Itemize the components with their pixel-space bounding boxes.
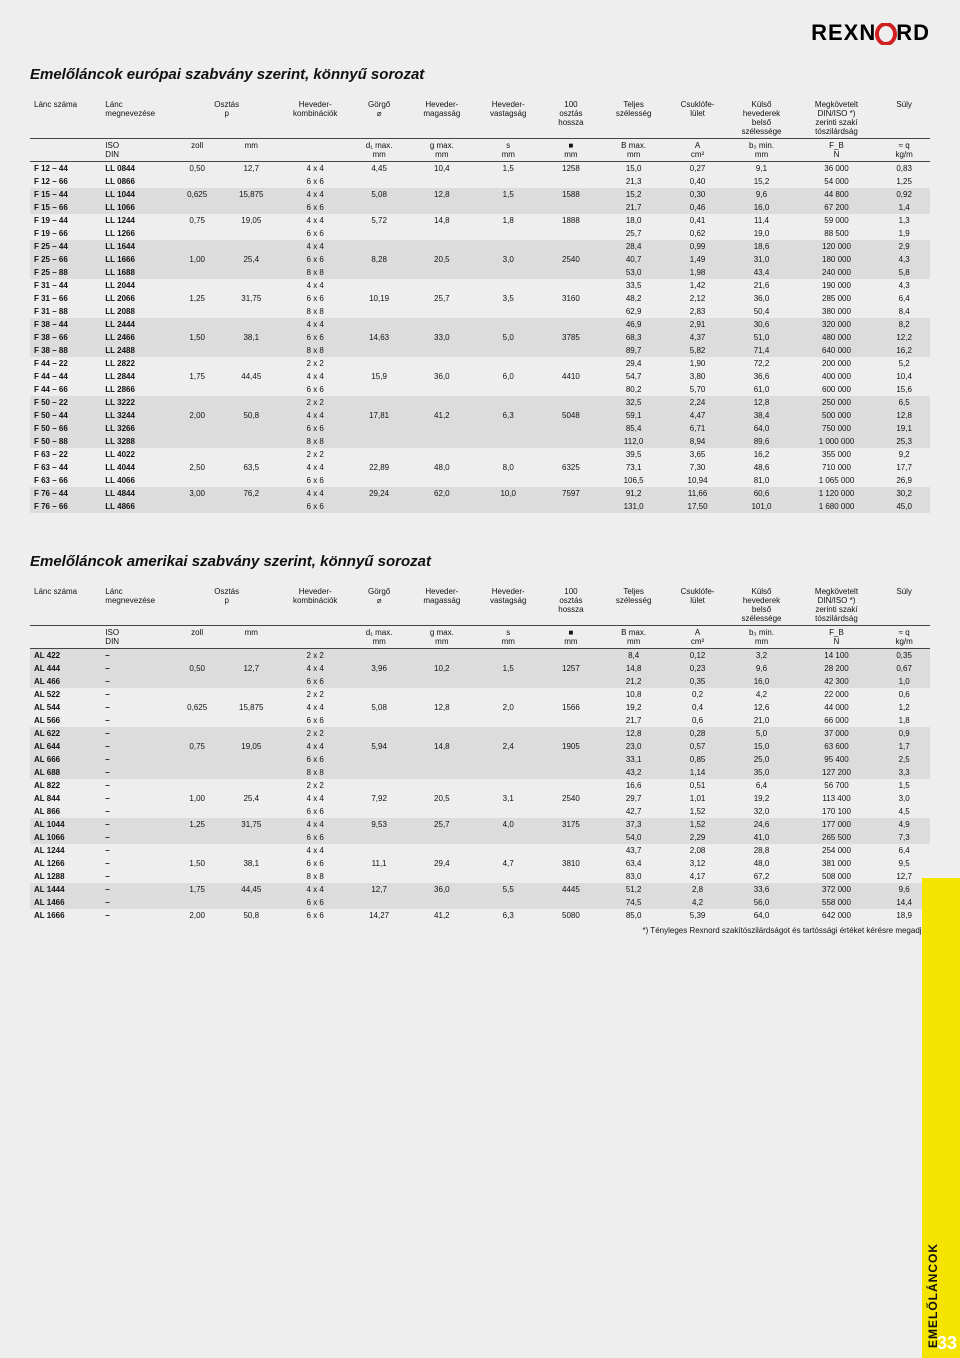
table-row: F 63 – 44LL 40442,5063,54 x 422,8948,08,… <box>30 461 930 474</box>
title-2: Emelőláncok amerikai szabvány szerint, k… <box>30 553 930 570</box>
logo-left: REXN <box>811 20 876 45</box>
table-row: F 38 – 66LL 24661,5038,16 x 614,6333,05,… <box>30 331 930 344</box>
table-row: AL 522–2 x 210,80,24,222 0000,6 <box>30 688 930 701</box>
table-row: AL 622–2 x 212,80,285,037 0000,9 <box>30 727 930 740</box>
table-row: AL 1066–6 x 654,02,2941,0265 5007,3 <box>30 831 930 844</box>
table-row: AL 1044–1,2531,754 x 49,5325,74,0317537,… <box>30 818 930 831</box>
table-row: F 25 – 66LL 16661,0025,46 x 68,2820,53,0… <box>30 253 930 266</box>
table-2: Lánc számaLánc megnevezéseOsztáspHeveder… <box>30 585 930 922</box>
table-row: F 12 – 66LL 08666 x 621,30,4015,254 0001… <box>30 175 930 188</box>
table-row: AL 1466–6 x 674,54,256,0558 00014,4 <box>30 896 930 909</box>
table-row: AL 1288–8 x 883,04,1767,2508 00012,7 <box>30 870 930 883</box>
title-1: Emelőláncok európai szabvány szerint, kö… <box>30 66 930 83</box>
footnote: *) Tényleges Rexnord szakítószilárdságot… <box>30 926 930 935</box>
table-row: F 31 – 44LL 20444 x 433,51,4221,6190 000… <box>30 279 930 292</box>
table-row: AL 1266–1,5038,16 x 611,129,44,7381063,4… <box>30 857 930 870</box>
table-row: F 38 – 88LL 24888 x 889,75,8271,4640 000… <box>30 344 930 357</box>
table-row: AL 844–1,0025,44 x 47,9220,53,1254029,71… <box>30 792 930 805</box>
sidebar-tab: EMELŐLÁNCOK <box>922 878 960 1358</box>
table-1: Lánc számaLánc megnevezéseOsztáspHeveder… <box>30 98 930 513</box>
table-row: F 15 – 44LL 10440,62515,8754 x 45,0812,8… <box>30 188 930 201</box>
table-row: AL 1666–2,0050,86 x 614,2741,26,3508085,… <box>30 909 930 922</box>
table-row: AL 422–2 x 28,40,123,214 1000,35 <box>30 649 930 663</box>
table-row: AL 1244–4 x 443,72,0828,8254 0006,4 <box>30 844 930 857</box>
table-row: F 63 – 66LL 40666 x 6106,510,9481,01 065… <box>30 474 930 487</box>
table-row: AL 644–0,7519,054 x 45,9414,82,4190523,0… <box>30 740 930 753</box>
table-row: F 50 – 44LL 32442,0050,84 x 417,8141,26,… <box>30 409 930 422</box>
table-row: F 50 – 22LL 32222 x 232,52,2412,8250 000… <box>30 396 930 409</box>
table-row: F 76 – 66LL 48666 x 6131,017,50101,01 68… <box>30 500 930 513</box>
table-row: F 63 – 22LL 40222 x 239,53,6516,2355 000… <box>30 448 930 461</box>
table-row: F 31 – 88LL 20888 x 862,92,8350,4380 000… <box>30 305 930 318</box>
table-row: AL 466–6 x 621,20,3516,042 3001,0 <box>30 675 930 688</box>
table-row: F 12 – 44LL 08440,5012,74 x 44,4510,41,5… <box>30 162 930 176</box>
table-row: F 44 – 66LL 28666 x 680,25,7061,0600 000… <box>30 383 930 396</box>
table-row: AL 544–0,62515,8754 x 45,0812,82,0156619… <box>30 701 930 714</box>
table-row: F 19 – 44LL 12440,7519,054 x 45,7214,81,… <box>30 214 930 227</box>
brand-logo: REXN RD <box>30 20 930 46</box>
table-row: F 44 – 22LL 28222 x 229,41,9072,2200 000… <box>30 357 930 370</box>
table-row: F 19 – 66LL 12666 x 625,70,6219,088 5001… <box>30 227 930 240</box>
table-row: F 31 – 66LL 20661,2531,756 x 610,1925,73… <box>30 292 930 305</box>
table-row: F 15 – 66LL 10666 x 621,70,4616,067 2001… <box>30 201 930 214</box>
table-row: F 76 – 44LL 48443,0076,24 x 429,2462,010… <box>30 487 930 500</box>
table-row: AL 1444–1,7544,454 x 412,736,05,5444551,… <box>30 883 930 896</box>
table-row: AL 822–2 x 216,60,516,456 7001,5 <box>30 779 930 792</box>
table-row: F 44 – 44LL 28441,7544,454 x 415,936,06,… <box>30 370 930 383</box>
logo-right: RD <box>896 20 930 45</box>
table-row: F 38 – 44LL 24444 x 446,92,9130,6320 000… <box>30 318 930 331</box>
table-row: AL 688–8 x 843,21,1435,0127 2003,3 <box>30 766 930 779</box>
table-row: F 50 – 66LL 32666 x 685,46,7164,0750 000… <box>30 422 930 435</box>
table-row: AL 566–6 x 621,70,621,066 0001,8 <box>30 714 930 727</box>
table-row: AL 866–6 x 642,71,5232,0170 1004,5 <box>30 805 930 818</box>
table-row: F 25 – 44LL 16444 x 428,40,9918,6120 000… <box>30 240 930 253</box>
table-row: AL 666–6 x 633,10,8525,095 4002,5 <box>30 753 930 766</box>
table-row: F 50 – 88LL 32888 x 8112,08,9489,61 000 … <box>30 435 930 448</box>
page-number: 33 <box>937 1333 957 1354</box>
table-row: AL 444–0,5012,74 x 43,9610,21,5125714,80… <box>30 662 930 675</box>
table-row: F 25 – 88LL 16888 x 853,01,9843,4240 000… <box>30 266 930 279</box>
